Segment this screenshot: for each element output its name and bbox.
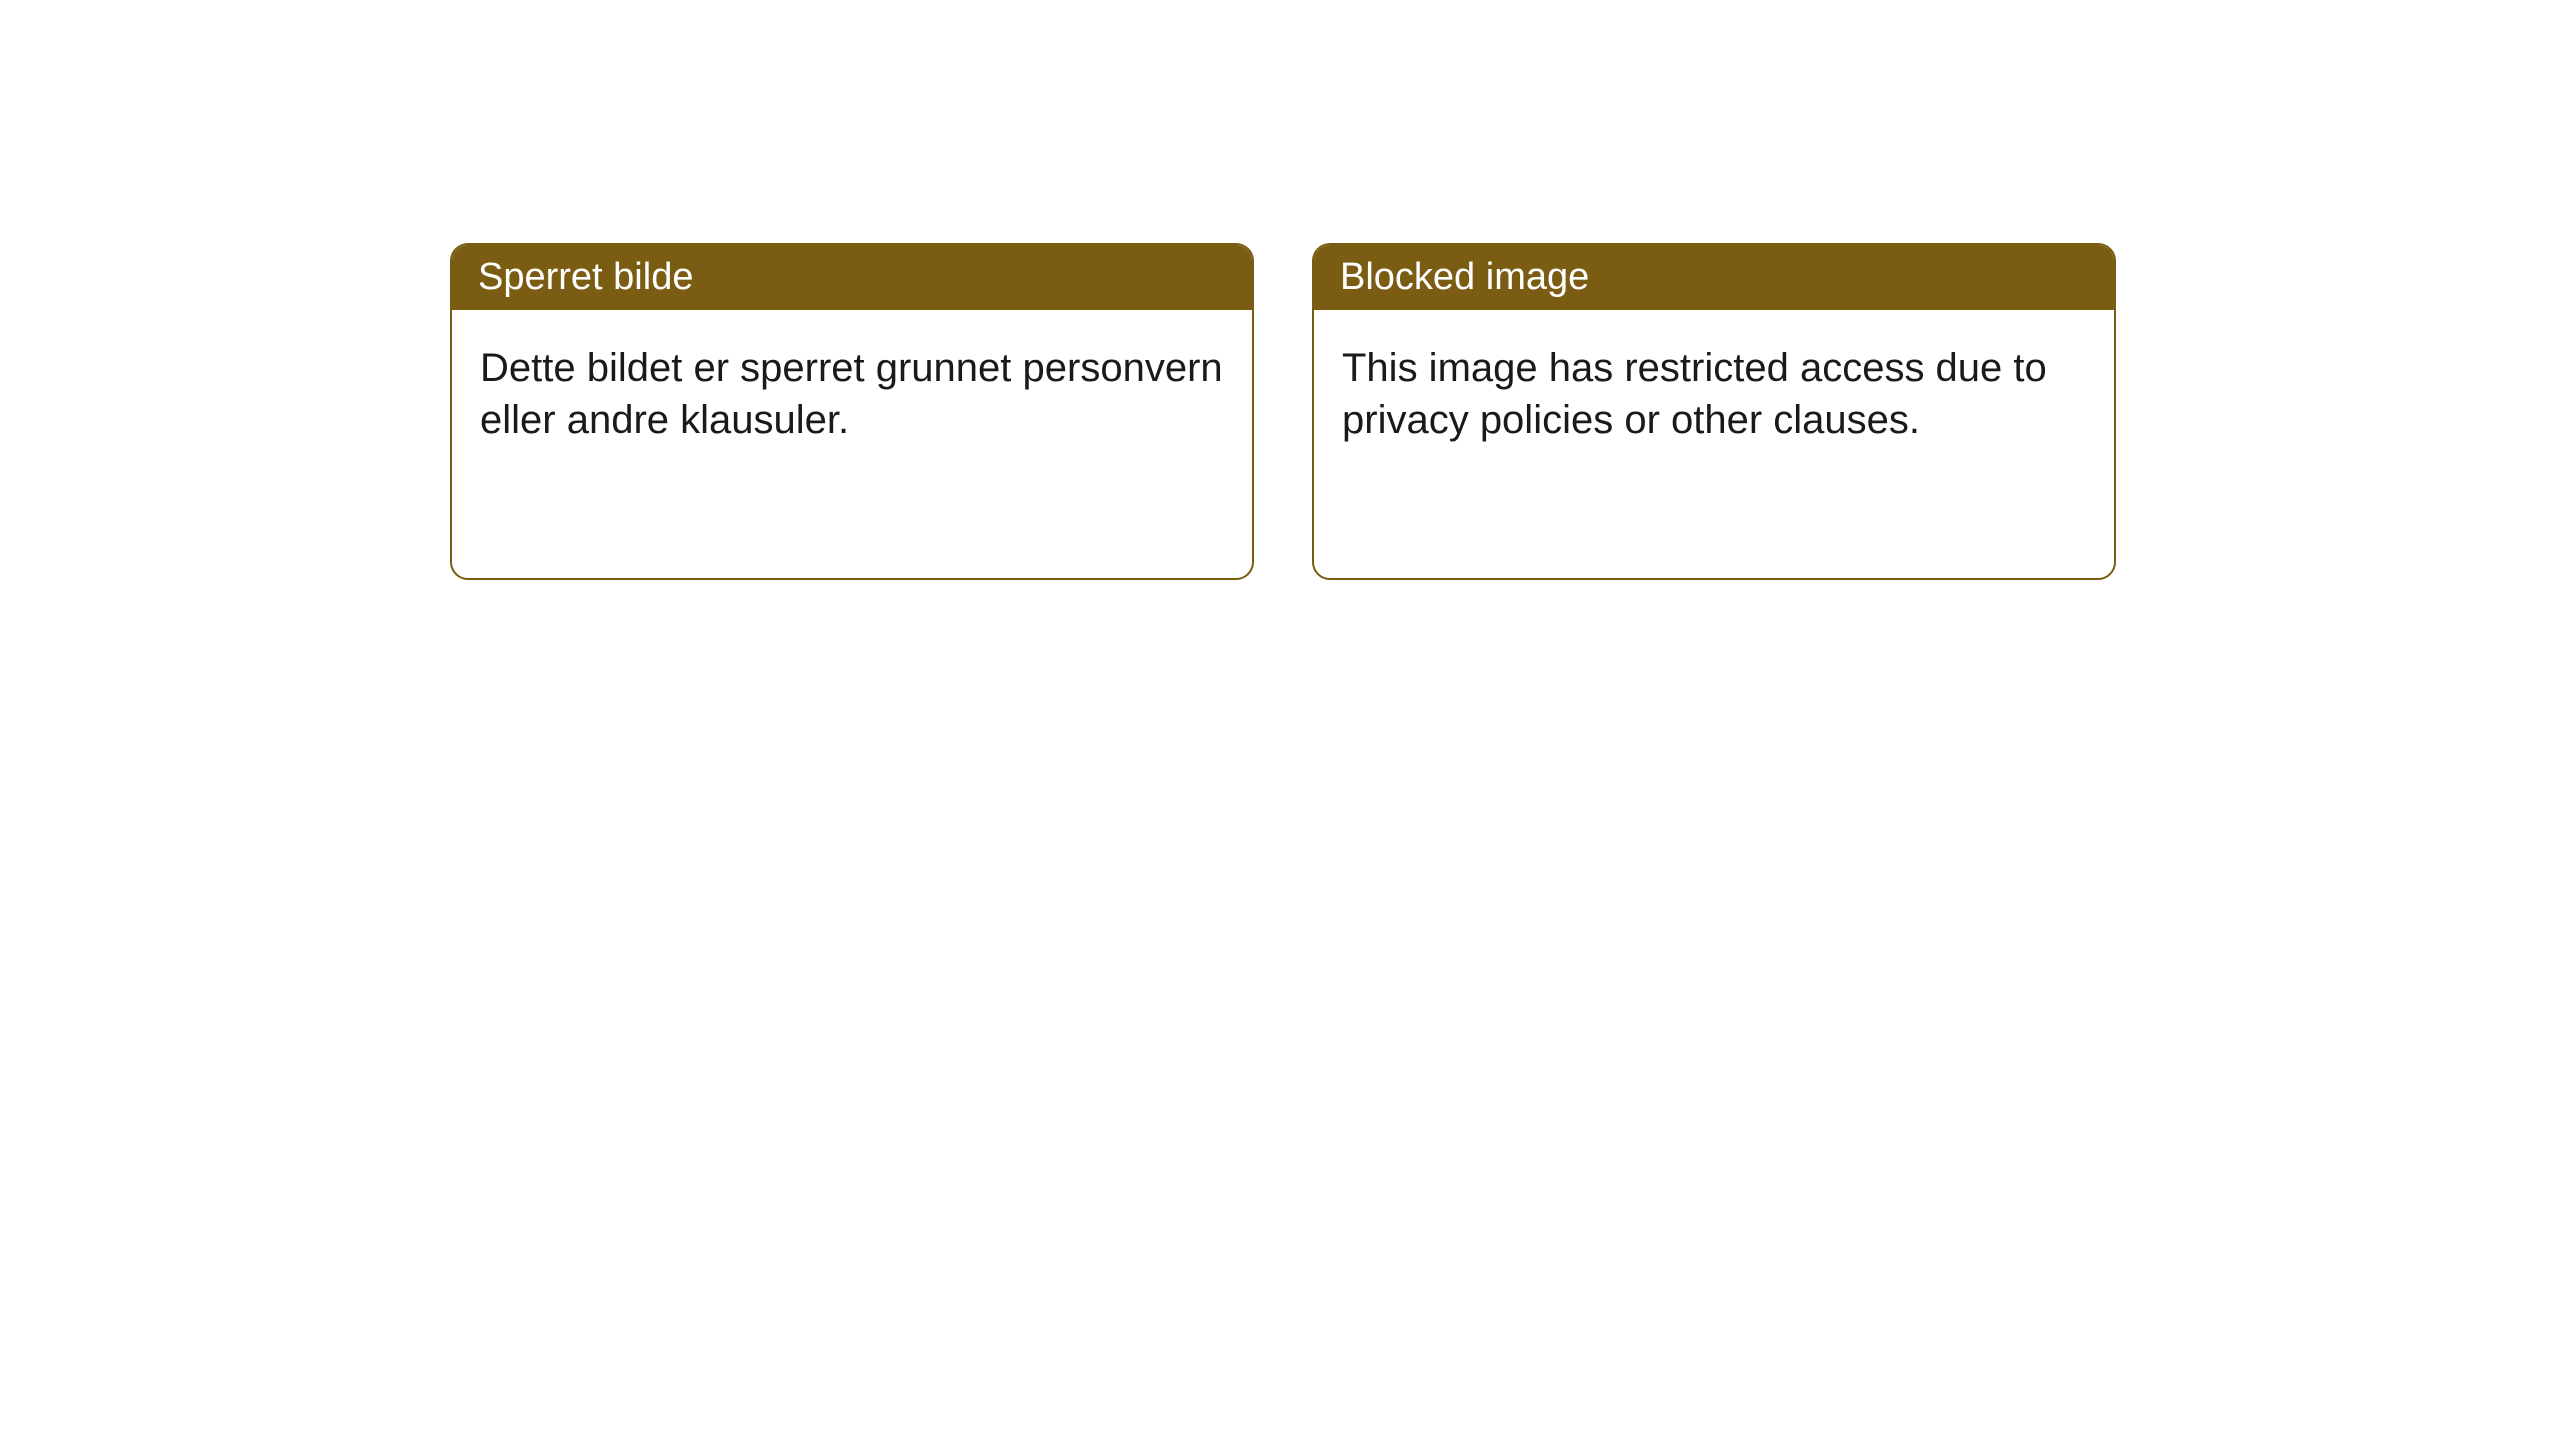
notice-card-english: Blocked image This image has restricted …	[1312, 243, 2116, 580]
notice-cards-container: Sperret bilde Dette bildet er sperret gr…	[450, 243, 2116, 580]
card-body: This image has restricted access due to …	[1314, 310, 2114, 478]
notice-card-norwegian: Sperret bilde Dette bildet er sperret gr…	[450, 243, 1254, 580]
card-body: Dette bildet er sperret grunnet personve…	[452, 310, 1252, 478]
card-header: Blocked image	[1314, 245, 2114, 310]
card-message: Dette bildet er sperret grunnet personve…	[480, 346, 1223, 442]
card-header: Sperret bilde	[452, 245, 1252, 310]
card-title: Blocked image	[1340, 256, 1589, 298]
card-title: Sperret bilde	[478, 256, 693, 298]
card-message: This image has restricted access due to …	[1342, 346, 2047, 442]
